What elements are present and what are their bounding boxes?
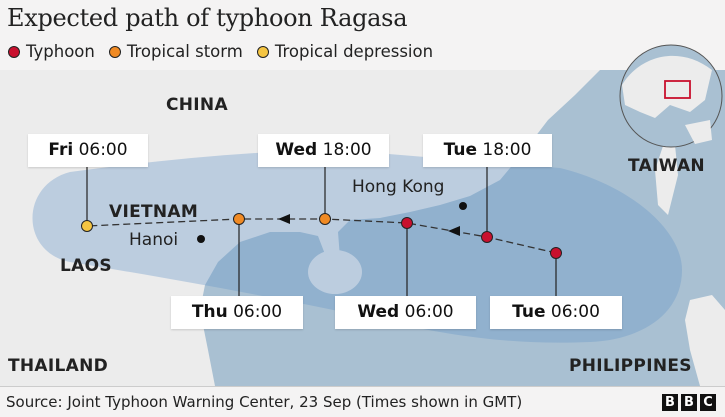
forecast-cone [32, 150, 682, 343]
legend: Typhoon Tropical storm Tropical depressi… [8, 42, 433, 61]
hainan-island [308, 250, 362, 294]
time-label-time: 06:00 [399, 302, 454, 322]
legend-label: Typhoon [26, 42, 95, 61]
locator-globe [619, 44, 723, 148]
label-laos: LAOS [60, 256, 112, 276]
tropical-storm-dot-icon [108, 45, 121, 58]
legend-tropical-storm: Tropical storm [108, 42, 243, 61]
time-label-day: Tue [512, 302, 546, 322]
locator-box [664, 80, 691, 99]
label-china: CHINA [166, 95, 228, 115]
time-label-day: Wed [357, 302, 400, 322]
label-hong-kong: Hong Kong [352, 177, 445, 197]
time-label-time: 06:00 [545, 302, 600, 322]
label-hanoi: Hanoi [129, 230, 179, 250]
chart-title: Expected path of typhoon Ragasa [7, 4, 408, 32]
track-line [81, 167, 562, 296]
time-label: Thu 06:00 [171, 296, 303, 329]
legend-typhoon: Typhoon [8, 42, 95, 61]
time-label-time: 18:00 [317, 140, 372, 160]
time-label-day: Fri [48, 140, 74, 160]
time-label-day: Tue [443, 140, 477, 160]
direction-arrow-icon [448, 226, 460, 236]
legend-tropical-depression: Tropical depression [256, 42, 434, 61]
track-point [81, 220, 93, 232]
time-label-time: 06:00 [73, 140, 128, 160]
time-label-day: Wed [275, 140, 318, 160]
tropical-depression-dot-icon [256, 45, 269, 58]
hong-kong-dot [459, 202, 467, 210]
time-label: Tue 18:00 [423, 134, 552, 167]
legend-label: Tropical depression [274, 42, 434, 61]
time-label-time: 06:00 [227, 302, 283, 322]
hanoi-dot [197, 235, 205, 243]
track-point [550, 247, 562, 259]
typhoon-dot-icon [8, 45, 20, 58]
time-label: Wed 06:00 [335, 296, 476, 329]
track-point [481, 231, 493, 243]
label-taiwan: TAIWAN [628, 156, 705, 176]
footer: Source: Joint Typhoon Warning Center, 23… [0, 386, 725, 417]
taiwan-island [655, 140, 678, 215]
label-philippines: PHILIPPINES [569, 356, 692, 376]
track-point [401, 217, 413, 229]
time-label: Wed 18:00 [258, 134, 389, 167]
philippines-land [685, 295, 725, 386]
time-label-time: 18:00 [476, 140, 532, 160]
time-label-day: Thu [191, 302, 228, 322]
label-thailand: THAILAND [8, 356, 109, 376]
direction-arrow-icon [278, 214, 290, 224]
label-vietnam: VIETNAM [109, 202, 199, 222]
track-path [86, 218, 557, 254]
legend-label: Tropical storm [126, 42, 243, 61]
time-label: Fri 06:00 [28, 134, 148, 167]
track-point [233, 213, 245, 225]
track-point [319, 213, 331, 225]
source-note: Source: Joint Typhoon Warning Center, 23… [6, 393, 523, 411]
time-label: Tue 06:00 [490, 296, 622, 329]
